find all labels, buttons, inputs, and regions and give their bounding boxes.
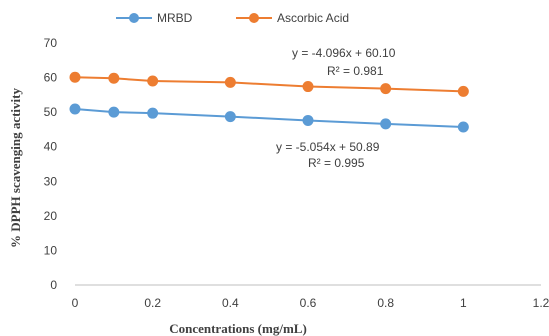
y-tick-label: 50 <box>44 105 58 119</box>
data-point-ascorbic-acid <box>380 83 392 95</box>
data-point-ascorbic-acid <box>147 75 159 87</box>
x-tick-label: 0.8 <box>377 296 394 310</box>
y-tick-label: 10 <box>44 243 58 257</box>
x-tick-labels: 0 0.2 0.4 0.6 0.8 1 1.2 <box>72 296 549 310</box>
series-layer <box>69 71 469 133</box>
ascorbic-acid-r-squared: R² = 0.981 <box>327 64 384 78</box>
x-tick-label: 1 <box>460 296 467 310</box>
data-point-ascorbic-acid <box>302 81 314 93</box>
series-line-mrbd <box>74 108 464 129</box>
legend-label-ascorbic-acid: Ascorbic Acid <box>277 11 349 25</box>
y-tick-label: 40 <box>44 140 58 154</box>
legend-item-mrbd: MRBD <box>116 11 193 25</box>
x-tick-label: 0.4 <box>222 296 239 310</box>
data-point-ascorbic-acid <box>457 85 469 97</box>
x-tick-label: 0.2 <box>144 296 161 310</box>
data-point-mrbd <box>302 114 314 126</box>
x-tick-label: 0 <box>72 296 79 310</box>
series-line-ascorbic-acid <box>74 76 464 93</box>
data-point-ascorbic-acid <box>69 71 81 83</box>
data-point-mrbd <box>147 107 159 119</box>
y-tick-label: 70 <box>44 36 58 50</box>
data-point-ascorbic-acid <box>108 72 120 84</box>
x-tick-label: 1.2 <box>533 296 549 310</box>
data-point-mrbd <box>457 121 469 133</box>
legend: MRBD Ascorbic Acid <box>116 11 349 25</box>
y-axis-title: % DPPH scavenging activity <box>8 88 23 248</box>
data-point-mrbd <box>224 111 236 123</box>
mrbd-equation: y = -5.054x + 50.89 <box>276 140 380 154</box>
data-point-mrbd <box>380 118 392 130</box>
data-point-mrbd <box>108 106 120 118</box>
data-point-ascorbic-acid <box>224 76 236 88</box>
legend-item-ascorbic-acid: Ascorbic Acid <box>236 11 349 25</box>
y-tick-labels: 0 10 20 30 40 50 60 70 <box>44 36 58 292</box>
data-point-mrbd <box>69 103 81 115</box>
y-tick-label: 60 <box>44 71 58 85</box>
y-tick-label: 30 <box>44 174 58 188</box>
y-tick-label: 0 <box>50 278 57 292</box>
y-tick-label: 20 <box>44 209 58 223</box>
x-tick-label: 0.6 <box>300 296 317 310</box>
ascorbic-acid-equation: y = -4.096x + 60.10 <box>292 46 396 60</box>
legend-label-mrbd: MRBD <box>157 11 193 25</box>
x-axis-title: Concentrations (mg/mL) <box>169 321 307 336</box>
mrbd-r-squared: R² = 0.995 <box>308 156 365 170</box>
